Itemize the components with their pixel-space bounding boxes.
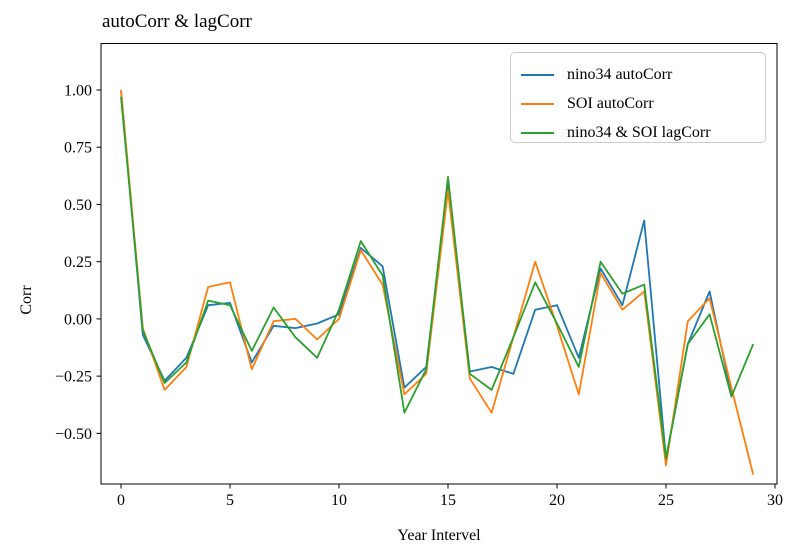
legend-item-label: nino34 & SOI lagCorr (567, 123, 711, 141)
tick-label: 0.00 (64, 311, 92, 328)
tick-label: 10 (331, 492, 347, 509)
x-axis-label: Year Intervel (397, 527, 481, 544)
legend-line-swatch-green (521, 131, 554, 134)
legend-item: SOI autoCorr (511, 89, 765, 118)
data-lines (120, 89, 755, 475)
y-axis-label: Corr (18, 285, 35, 315)
tick-label: 15 (440, 492, 456, 509)
tick-label: 25 (658, 492, 674, 509)
tick-label: 0.25 (64, 254, 92, 271)
legend: nino34 autoCorr SOI autoCorr nino34 & SO… (510, 52, 766, 143)
legend-item: nino34 autoCorr (511, 60, 765, 89)
tick-label: 0.50 (64, 197, 92, 214)
tick-label: −0.50 (55, 426, 92, 443)
tick-label: 5 (226, 492, 234, 509)
legend-item-label: SOI autoCorr (567, 94, 654, 112)
series-line (120, 96, 755, 460)
legend-item-label: nino34 autoCorr (567, 65, 673, 83)
series-line (120, 89, 755, 475)
axes-frame (100, 43, 778, 485)
tick-label: 1.00 (64, 83, 92, 100)
legend-line-swatch-orange (521, 102, 554, 105)
tick-label: 20 (549, 492, 565, 509)
axis-ticks: 0 5 10 15 20 25 30 1.00 0.75 0.50 0.25 0.00 −0.25 −0.… (55, 83, 783, 510)
chart-title: autoCorr & lagCorr (102, 11, 252, 32)
tick-label: −0.25 (55, 369, 92, 386)
tick-label: 30 (767, 492, 783, 509)
tick-label: 0 (117, 492, 125, 509)
legend-item: nino34 & SOI lagCorr (511, 118, 765, 147)
legend-line-swatch-blue (521, 73, 554, 76)
tick-label: 0.75 (64, 140, 92, 157)
